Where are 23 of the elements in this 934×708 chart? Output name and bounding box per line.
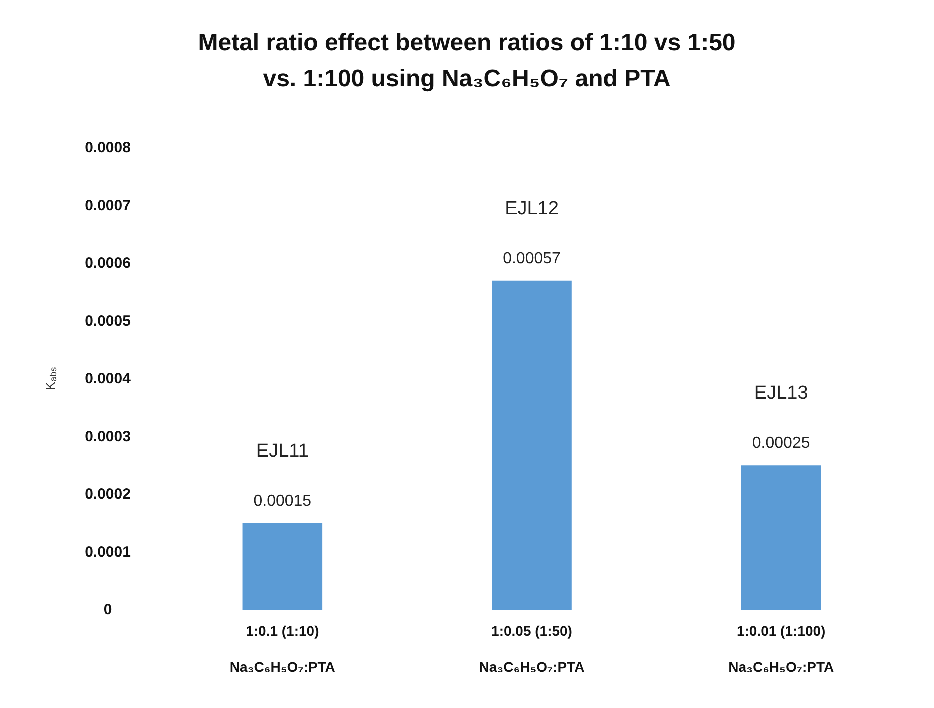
- category-label: 1:0.05 (1:50) Na₃C₆H₅O₇:PTA: [479, 623, 585, 675]
- annotation: EJL12: [505, 198, 559, 220]
- category-label: 1:0.1 (1:10) Na₃C₆H₅O₇:PTA: [230, 623, 336, 675]
- annotation: EJL11: [256, 440, 309, 462]
- y-tick-label: 0.0003: [85, 428, 131, 446]
- chart-title: Metal ratio effect between ratios of 1:10 vs 1:50 vs. 1:100 using Na₃C₆H₅O₇ and PTA: [198, 30, 736, 92]
- y-tick-label: 0.0005: [85, 312, 131, 330]
- annotation: EJL13: [754, 383, 808, 404]
- data-label: 0.00015: [254, 492, 312, 510]
- category-label: 1:0.01 (1:100) Na₃C₆H₅O₇:PTA: [728, 623, 834, 675]
- bar: [242, 523, 323, 610]
- y-tick-label: 0.0006: [85, 255, 131, 272]
- data-label: 0.00057: [503, 250, 562, 268]
- data-label: 0.00025: [752, 435, 810, 452]
- y-tick-label: 0.0007: [85, 197, 131, 214]
- bar: [492, 280, 572, 610]
- y-axis-title: Kabs: [43, 366, 58, 391]
- y-tick-label: 0: [104, 602, 112, 618]
- y-tick-label: 0.0002: [85, 486, 131, 503]
- y-tick-label: 0.0008: [85, 140, 131, 156]
- y-tick-label: 0.0001: [85, 544, 131, 561]
- y-tick-label: 0.0004: [85, 370, 132, 388]
- bar: [741, 466, 822, 610]
